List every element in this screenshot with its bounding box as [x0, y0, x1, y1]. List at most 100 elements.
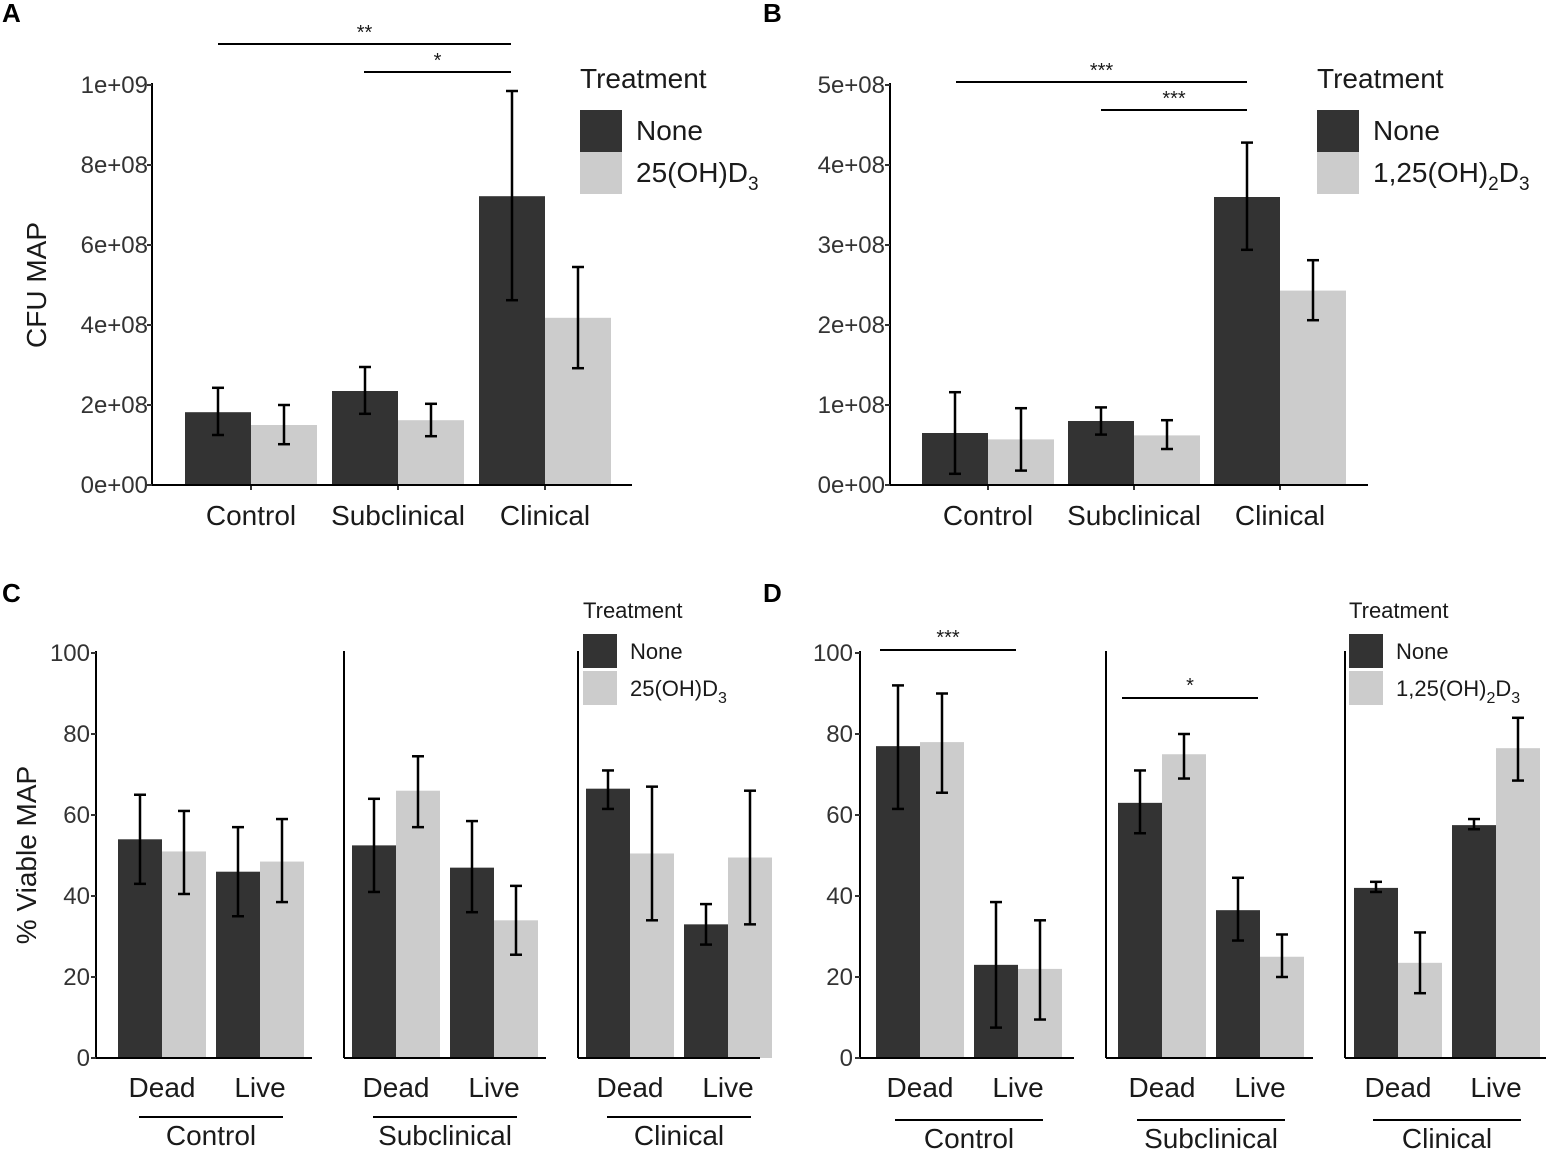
panel-c-legend: Treatment None 25(OH)D3: [583, 598, 727, 707]
panel-d-legend-label-none: None: [1396, 639, 1449, 664]
panel-c-group-label-control: Control: [166, 1120, 256, 1149]
panel-b-y-tick-label: 4e+08: [818, 152, 885, 179]
panel-letter-d: D: [763, 578, 782, 608]
panel-c-y-tick-label: 20: [63, 964, 90, 991]
panel-c-x-label-live: Live: [234, 1072, 285, 1103]
panel-c-y-tick-label: 0: [77, 1045, 90, 1072]
panel-d-y-tick-label: 0: [840, 1045, 853, 1072]
panel-d-y-tick-label: 100: [813, 640, 853, 667]
panel-c-group-label-clinical: Clinical: [634, 1120, 724, 1149]
panel-d-group-label-subclinical: Subclinical: [1144, 1123, 1278, 1149]
panel-a-significance-label: **: [357, 22, 373, 44]
panel-c-group-label-subclinical: Subclinical: [378, 1120, 512, 1149]
panel-b-x-label-subclinical: Subclinical: [1067, 500, 1201, 531]
panel-d-legend: Treatment None 1,25(OH)2D3: [1349, 598, 1520, 707]
panel-d-y-tick-label: 60: [826, 802, 853, 829]
panel-c-legend-label-none: None: [630, 639, 683, 664]
panel-c-plot: Dead Live Control Dead Live Subclinical Dead Li…: [50, 640, 772, 1149]
panel-a-y-tick-label: 4e+08: [81, 312, 148, 339]
panel-d-y-tick-label: 40: [826, 883, 853, 910]
panel-d-y-tick-label: 20: [826, 964, 853, 991]
panel-c-y-tick-label: 60: [63, 802, 90, 829]
panel-d-bar-control-dead-treated: [920, 742, 964, 1058]
panel-d-legend-label-treated: 1,25(OH)2D3: [1396, 676, 1520, 707]
panel-d-group-label-clinical: Clinical: [1402, 1123, 1492, 1149]
panel-a-y-axis-title: CFU MAP: [21, 222, 52, 348]
panel-d-facet-gap: [1313, 1056, 1345, 1060]
panel-a-y-tick-label: 6e+08: [81, 232, 148, 259]
panel-a-x-label-subclinical: Subclinical: [331, 500, 465, 531]
panel-d-x-label-dead: Dead: [1365, 1072, 1432, 1103]
panel-d-legend-swatch-none: [1349, 634, 1383, 668]
panel-a-legend-label-none: None: [636, 115, 703, 146]
panel-b-legend: Treatment None 1,25(OH)2D3: [1317, 63, 1530, 195]
panel-b-x-label-control: Control: [943, 500, 1033, 531]
panel-b-legend-title: Treatment: [1317, 63, 1444, 94]
panel-b-y-tick-label: 1e+08: [818, 392, 885, 419]
panel-a-legend-swatch-none: [580, 110, 622, 152]
panel-c-legend-title: Treatment: [583, 598, 682, 623]
panel-b-significance-label: ***: [1090, 60, 1114, 82]
panel-c-legend-label-treated: 25(OH)D3: [630, 676, 727, 707]
panel-b-legend-swatch-none: [1317, 110, 1359, 152]
panel-d-bar-clinical-live-none: [1452, 825, 1496, 1058]
panel-d-x-label-dead: Dead: [1129, 1072, 1196, 1103]
panel-b-significance-label: ***: [1162, 88, 1186, 110]
panel-b-y-tick-label: 0e+00: [818, 472, 885, 499]
panel-b-y-tick-label: 2e+08: [818, 312, 885, 339]
panel-b-legend-swatch-treated: [1317, 152, 1359, 194]
panel-d-x-label-dead: Dead: [887, 1072, 954, 1103]
panel-letter-b: B: [763, 0, 782, 28]
panel-a-legend: Treatment None 25(OH)D3: [580, 63, 759, 195]
panel-c-y-tick-label: 100: [50, 640, 90, 667]
panel-c-facet-gap: [312, 1056, 344, 1060]
panel-c-legend-swatch-none: [583, 634, 617, 668]
panel-d-significance-label: ***: [936, 627, 960, 649]
panel-a-legend-label-treated: 25(OH)D3: [636, 157, 759, 195]
panel-a-legend-title: Treatment: [580, 63, 707, 94]
panel-d-legend-title: Treatment: [1349, 598, 1448, 623]
panel-c-facet-gap: [546, 1056, 578, 1060]
panel-b-bar-clinical-treated: [1280, 290, 1346, 485]
panel-c-x-label-dead: Dead: [363, 1072, 430, 1103]
panel-c-x-label-live: Live: [468, 1072, 519, 1103]
panel-c-y-tick-label: 40: [63, 883, 90, 910]
panel-b-legend-label-none: None: [1373, 115, 1440, 146]
panel-a-significance-label: *: [434, 50, 442, 72]
panel-c-x-label-dead: Dead: [597, 1072, 664, 1103]
panel-c-x-label-dead: Dead: [129, 1072, 196, 1103]
panel-a-y-tick-label: 2e+08: [81, 392, 148, 419]
panel-d-bar-clinical-live-treated: [1496, 748, 1540, 1058]
panel-a-x-label-clinical: Clinical: [500, 500, 590, 531]
panel-a-y-tick-label: 0e+00: [81, 472, 148, 499]
panel-b-y-tick-label: 3e+08: [818, 232, 885, 259]
panel-d-x-label-live: Live: [1234, 1072, 1285, 1103]
panel-c-legend-swatch-treated: [583, 671, 617, 705]
panel-d-x-label-live: Live: [992, 1072, 1043, 1103]
panel-a-y-tick-label: 1e+09: [81, 72, 148, 99]
panel-d-plot: Dead Live Control Dead Live Subclinical Dead Li…: [813, 627, 1546, 1149]
panel-c-y-tick-label: 80: [63, 721, 90, 748]
panel-c-y-axis-title: % Viable MAP: [11, 766, 42, 944]
panel-c-bar-subclinical-dead-treated: [396, 790, 440, 1058]
panel-b-x-label-clinical: Clinical: [1235, 500, 1325, 531]
panel-d-bar-clinical-dead-none: [1354, 887, 1398, 1058]
panel-d-significance-label: *: [1186, 675, 1194, 697]
panel-c-x-label-live: Live: [702, 1072, 753, 1103]
panel-d-bar-subclinical-dead-treated: [1162, 754, 1206, 1058]
panel-d-group-label-control: Control: [924, 1123, 1014, 1149]
panel-d-bar-subclinical-dead-none: [1118, 802, 1162, 1058]
panel-c-bar-clinical-dead-none: [586, 788, 630, 1058]
panel-d-legend-swatch-treated: [1349, 671, 1383, 705]
panel-d-y-tick-label: 80: [826, 721, 853, 748]
panel-b-legend-label-treated: 1,25(OH)2D3: [1373, 157, 1530, 195]
panel-d-x-label-live: Live: [1470, 1072, 1521, 1103]
panel-c-bar-clinical-live-none: [684, 924, 728, 1058]
panel-letter-a: A: [2, 0, 21, 28]
panel-a-legend-swatch-treated: [580, 152, 622, 194]
panel-d-facet-gap: [1074, 1056, 1106, 1060]
panel-letter-c: C: [2, 578, 21, 608]
panel-a-x-label-control: Control: [206, 500, 296, 531]
panel-a-y-tick-label: 8e+08: [81, 152, 148, 179]
panel-a-plot: Control Subclinical Clinical 0e+00 2e+08 4e+0…: [81, 22, 632, 531]
